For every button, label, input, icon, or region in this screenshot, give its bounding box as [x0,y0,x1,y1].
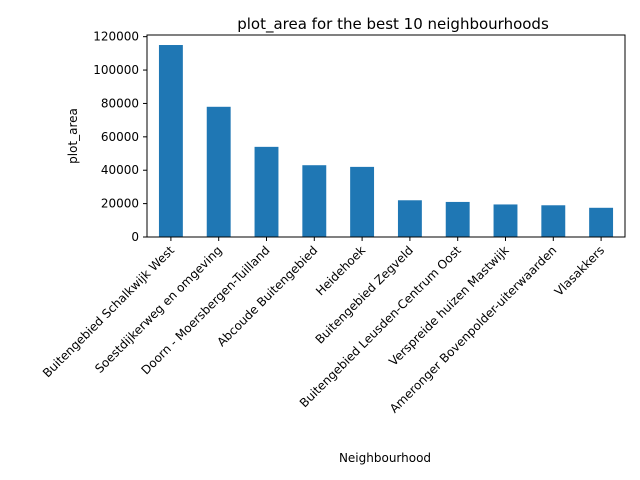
chart-title: plot_area for the best 10 neighbourhoods [237,15,549,34]
bar-10 [589,207,614,237]
y-tick-label: 100000 [93,63,139,77]
bar-5 [350,166,375,237]
x-tick-label: Abcoude Buitengebied [214,243,320,349]
bar-6 [397,200,422,237]
bar-2 [206,106,231,237]
plot-frame [146,34,626,238]
bar-8 [493,204,518,237]
bars-group [158,45,614,237]
y-tick-label: 0 [131,230,139,244]
y-axis-label: plot_area [66,108,80,164]
y-tick-label: 20000 [101,197,139,211]
y-tick-label: 60000 [101,130,139,144]
bar-7 [445,201,470,237]
x-tick-label: Buitengebied Zegveld [313,243,416,346]
bar-3 [254,146,279,237]
x-tick-label: Vlasakkers [552,243,608,299]
x-axis-label: Neighbourhood [339,451,431,465]
bar-9 [541,205,566,237]
y-tick-label: 120000 [93,30,139,44]
bar-1 [158,45,183,237]
x-axis: Buitengebied Schalkwijk WestSoestdijkerw… [40,237,607,416]
x-tick-label: Ameronger Bovenpolder-uiterwaarden [387,243,559,415]
bar-4 [302,165,327,237]
y-axis: 0 20000 40000 60000 80000 100000 120000 [93,30,147,244]
y-tick-label: 80000 [101,96,139,110]
y-tick-label: 40000 [101,163,139,177]
